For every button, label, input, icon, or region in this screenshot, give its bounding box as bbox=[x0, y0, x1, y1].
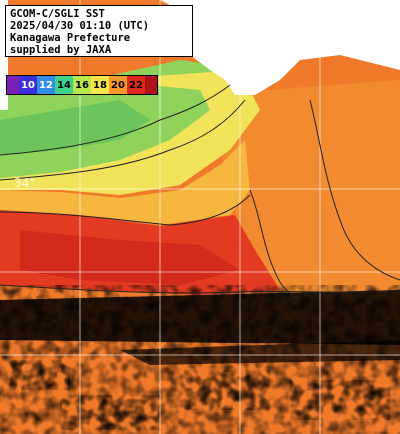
red-core bbox=[20, 230, 240, 285]
legend-item-10: 10 bbox=[19, 76, 37, 94]
yellow-orange-band bbox=[0, 140, 250, 225]
legend-item-18: 18 bbox=[91, 76, 109, 94]
legend-end-swatch bbox=[145, 76, 157, 94]
legend-item-12: 12 bbox=[37, 76, 55, 94]
info-satellite: GCOM-C/SGLI SST bbox=[10, 8, 105, 20]
legend-item-16: 16 bbox=[73, 76, 91, 94]
info-box: GCOM-C/SGLI SST 2025/04/30 01:10 (UTC) K… bbox=[5, 5, 193, 57]
info-credit: supplied by JAXA bbox=[10, 44, 112, 56]
info-datetime: 2025/04/30 01:10 (UTC) bbox=[10, 20, 150, 32]
cloud-band bbox=[0, 290, 400, 345]
southern-specks bbox=[10, 360, 390, 430]
legend-start-swatch bbox=[7, 76, 19, 94]
latitude-label: 34° bbox=[14, 176, 36, 190]
legend-item-14: 14 bbox=[55, 76, 73, 94]
yellow-band bbox=[0, 70, 260, 195]
legend-item-20: 20 bbox=[109, 76, 127, 94]
cloud-streak bbox=[120, 340, 400, 365]
temperature-legend: 10 12 14 16 18 20 22 bbox=[6, 75, 158, 95]
land-north-coast bbox=[0, 0, 400, 95]
cool-green-inner bbox=[0, 100, 150, 155]
isotherm-contours bbox=[0, 84, 400, 301]
info-prefecture: Kanagawa Prefecture bbox=[10, 32, 131, 44]
legend-item-22: 22 bbox=[127, 76, 145, 94]
land-peninsula bbox=[213, 22, 242, 78]
